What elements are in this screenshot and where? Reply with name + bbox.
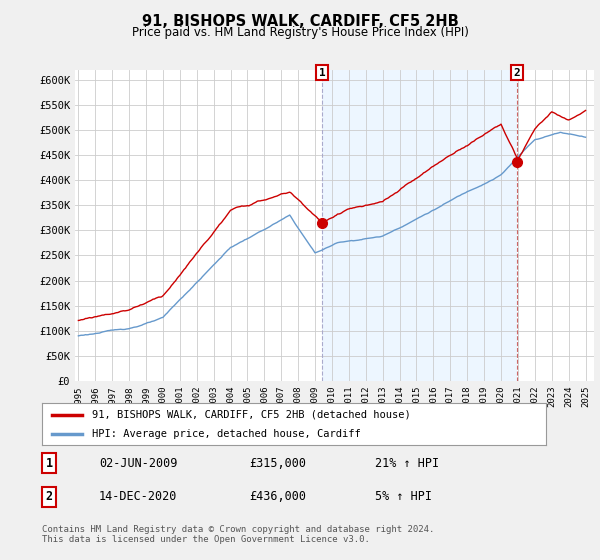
Text: 02-JUN-2009: 02-JUN-2009 (99, 456, 178, 470)
Text: 14-DEC-2020: 14-DEC-2020 (99, 490, 178, 503)
Bar (322, 70, 517, 381)
Text: 1: 1 (319, 68, 326, 77)
Text: 5% ↑ HPI: 5% ↑ HPI (375, 490, 432, 503)
Text: 1: 1 (46, 456, 53, 470)
Text: Contains HM Land Registry data © Crown copyright and database right 2024.
This d: Contains HM Land Registry data © Crown c… (42, 525, 434, 544)
Text: £315,000: £315,000 (249, 456, 306, 470)
Text: Price paid vs. HM Land Registry's House Price Index (HPI): Price paid vs. HM Land Registry's House … (131, 26, 469, 39)
Text: 91, BISHOPS WALK, CARDIFF, CF5 2HB: 91, BISHOPS WALK, CARDIFF, CF5 2HB (142, 14, 458, 29)
Text: 2: 2 (46, 490, 53, 503)
Text: 21% ↑ HPI: 21% ↑ HPI (375, 456, 439, 470)
Text: £436,000: £436,000 (249, 490, 306, 503)
Text: HPI: Average price, detached house, Cardiff: HPI: Average price, detached house, Card… (92, 429, 361, 439)
Text: 2: 2 (514, 68, 520, 77)
Text: 91, BISHOPS WALK, CARDIFF, CF5 2HB (detached house): 91, BISHOPS WALK, CARDIFF, CF5 2HB (deta… (92, 409, 411, 419)
